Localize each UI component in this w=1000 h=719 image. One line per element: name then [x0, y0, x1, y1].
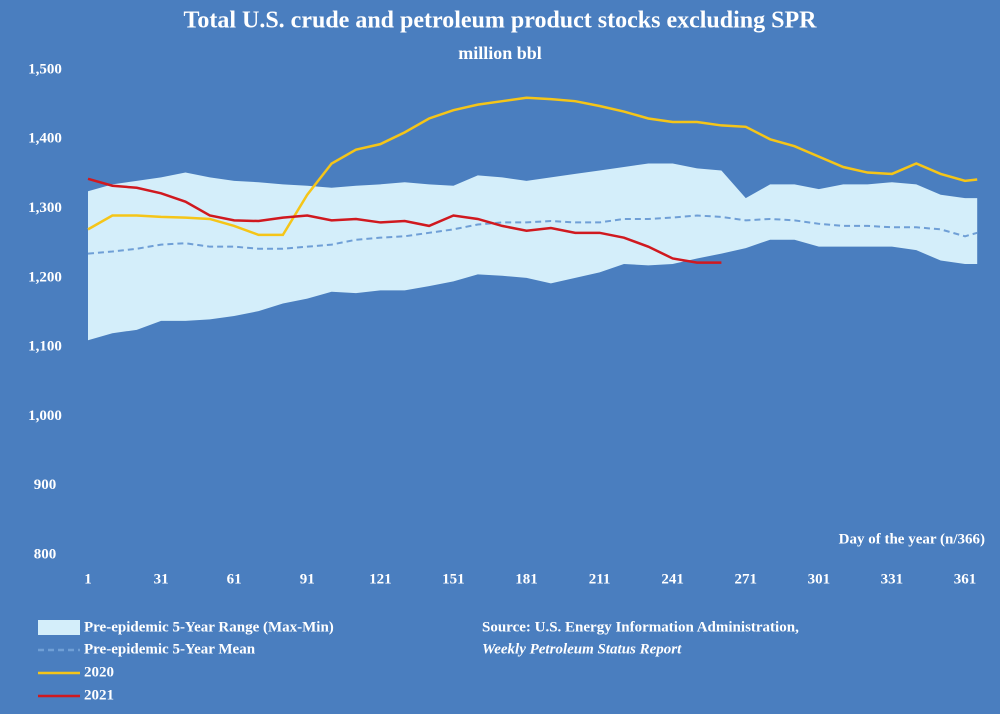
y-tick-label: 1,400 [28, 131, 62, 147]
legend-label: Pre-epidemic 5-Year Range (Max-Min) [84, 619, 334, 635]
legend-label: 2021 [84, 687, 114, 703]
source: Source: U.S. Energy Information Administ… [482, 619, 799, 635]
x-tick-label: 31 [154, 571, 169, 587]
range-band [88, 163, 978, 341]
x-tick-label: 361 [954, 571, 977, 587]
x-tick-label: 151 [442, 571, 465, 587]
x-axis-label: Day of the year (n/366) [839, 531, 985, 547]
source-report: Weekly Petroleum Status Report [482, 641, 682, 657]
series-line [87, 214, 978, 255]
y-tick-label: 900 [34, 477, 57, 493]
x-tick-label: 121 [369, 571, 392, 587]
y-tick-label: 1,100 [28, 339, 62, 355]
chart-title: Total U.S. crude and petroleum product s… [184, 8, 818, 34]
x-tick-label: 331 [881, 571, 904, 587]
x-tick-label: 271 [735, 571, 758, 587]
y-tick-label: 800 [34, 546, 57, 562]
y-tick-label: 1,500 [28, 61, 62, 77]
y-tick-label: 1,300 [28, 200, 62, 216]
legend-swatch [38, 620, 80, 635]
y-tick-label: 1,000 [28, 408, 62, 424]
y-tick-label: 1,200 [28, 269, 62, 285]
x-tick-label: 301 [808, 571, 831, 587]
x-tick-label: 211 [589, 571, 611, 587]
legend-label: 2020 [84, 664, 114, 680]
x-tick-label: 1 [84, 571, 92, 587]
series-line [87, 177, 722, 264]
x-tick-label: 181 [515, 571, 538, 587]
series-line [87, 96, 978, 237]
x-tick-label: 241 [661, 571, 684, 587]
chart-subtitle: million bbl [458, 43, 542, 63]
x-tick-label: 91 [300, 571, 315, 587]
legend-label: Pre-epidemic 5-Year Mean [84, 641, 256, 657]
x-tick-label: 61 [227, 571, 242, 587]
